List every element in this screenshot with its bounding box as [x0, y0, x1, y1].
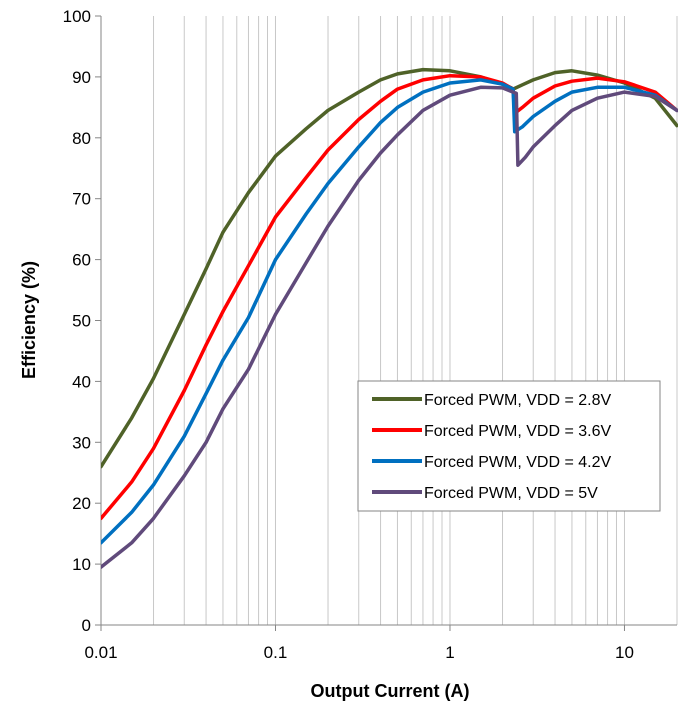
y-tick-label: 90: [72, 68, 91, 87]
y-tick-label: 40: [72, 372, 91, 391]
legend-box: [357, 380, 661, 512]
axis-layer: 0 10 20 30 40 50 60 70 80 90 100 0.01 0.1 1 10: [63, 7, 677, 662]
x-tick-label: 0.1: [264, 643, 288, 662]
y-tick-label: 0: [82, 616, 91, 635]
legend-label-3: Forced PWM, VDD = 4.2V: [424, 454, 611, 471]
series-line-3: [101, 78, 678, 545]
y-tick-label: 60: [72, 251, 91, 270]
series-line-4: [101, 85, 678, 569]
y-tick-label: 30: [72, 433, 91, 452]
legend: Forced PWM, VDD = 2.8V Forced PWM, VDD = …: [357, 380, 661, 512]
y-axis-title: Efficiency (%): [19, 261, 39, 379]
y-tick-label: 80: [72, 129, 91, 148]
series-layer: [101, 67, 678, 569]
legend-label-1: Forced PWM, VDD = 2.8V: [424, 392, 611, 409]
legend-label-4: Forced PWM, VDD = 5V: [424, 485, 598, 502]
x-tick-label: 10: [615, 643, 634, 662]
y-tick-label: 10: [72, 555, 91, 574]
x-tick-label: 0.01: [84, 643, 117, 662]
x-axis-title: Output Current (A): [311, 681, 470, 701]
series-line-2: [101, 73, 678, 521]
y-tick-label: 70: [72, 190, 91, 209]
grid-layer: [100, 16, 678, 625]
series-line-1: [101, 67, 678, 469]
y-tick-label: 50: [72, 312, 91, 331]
y-tick-label: 20: [72, 494, 91, 513]
legend-label-2: Forced PWM, VDD = 3.6V: [424, 423, 611, 440]
x-tick-label: 1: [445, 643, 454, 662]
y-tick-label: 100: [63, 7, 91, 26]
